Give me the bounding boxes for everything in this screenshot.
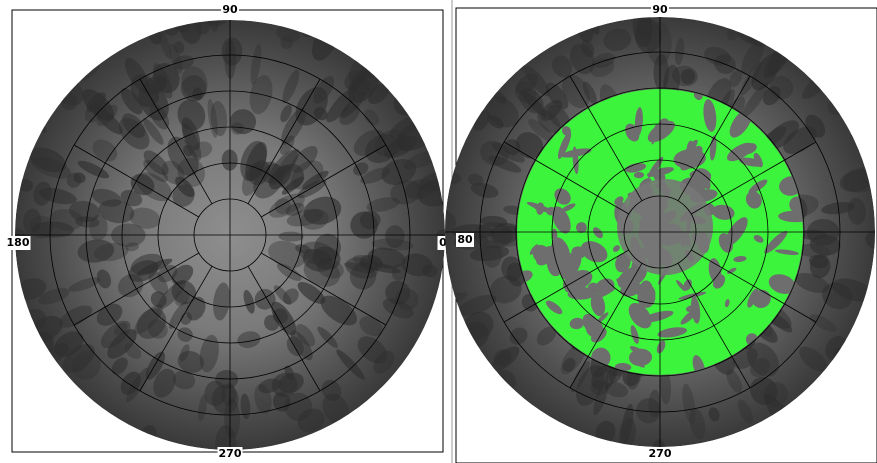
direction-label: 90 xyxy=(652,3,668,16)
direction-label: 80 xyxy=(457,233,473,246)
center-patch xyxy=(617,179,713,275)
direction-label: 180 xyxy=(7,236,30,249)
hemispherical-view: 9018002709080270 xyxy=(0,0,877,463)
direction-label: 90 xyxy=(222,3,238,16)
foliage xyxy=(0,254,11,272)
direction-label: 270 xyxy=(649,447,672,460)
page: 9018002709080270 (() => { const data = J… xyxy=(0,0,877,463)
direction-label: 270 xyxy=(219,447,242,460)
